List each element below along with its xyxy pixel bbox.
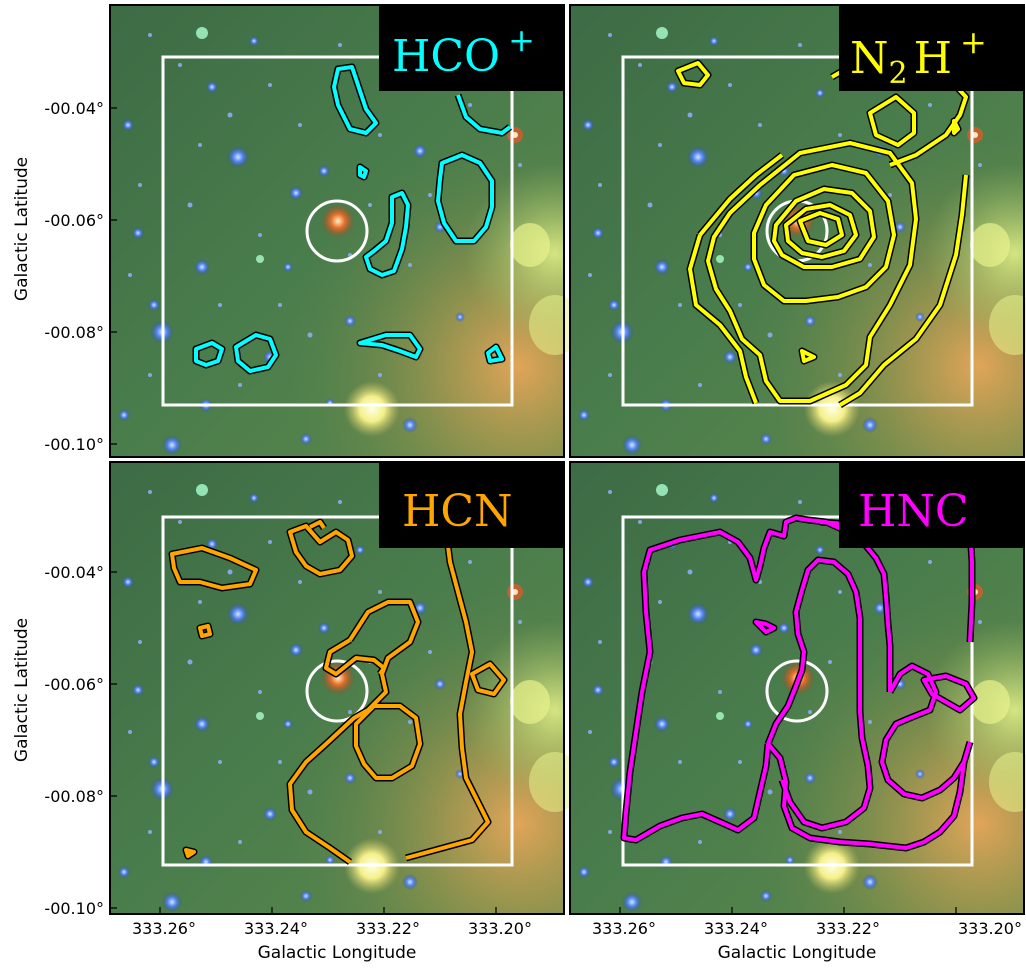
x-ticks-left: 333.26° 333.24° 333.22° 333.20° <box>132 919 532 938</box>
panel-n2h: N2 H + <box>569 4 1026 458</box>
panel-frame <box>569 461 1025 915</box>
label-box <box>379 462 564 548</box>
x-axis-label: Galactic Longitude <box>258 943 417 963</box>
contours-hnc <box>620 514 978 852</box>
molecule-label: HNC <box>858 486 969 537</box>
x-tick-label: 333.20° <box>468 919 532 938</box>
molecule-label: N2 H + <box>850 23 987 91</box>
y-tick-label: -00.04° <box>44 99 104 118</box>
source-circle <box>305 659 369 723</box>
panel-hco: HCO + <box>109 4 581 458</box>
panel-hcn: HCN <box>109 461 581 915</box>
region-box <box>161 515 514 867</box>
y-tick-label: -00.04° <box>44 563 104 582</box>
contours-n2h <box>674 51 970 409</box>
y-tick-label: -00.10° <box>44 899 104 918</box>
y-tick-label: -00.08° <box>44 787 104 806</box>
x-tick-label: 333.26° <box>132 919 196 938</box>
x-tick-label: 333.26° <box>592 919 656 938</box>
molecule-label: HCN <box>402 486 513 537</box>
x-tick-label: 333.22° <box>816 919 880 938</box>
source-circle <box>305 199 369 263</box>
y-ticks-top: -00.04° -00.06° -00.08° -00.10° <box>44 99 104 454</box>
region-box <box>621 55 974 407</box>
contours-hcn <box>168 518 508 865</box>
x-tick-label: 333.24° <box>244 919 308 938</box>
label-box <box>379 5 564 91</box>
molecule-label: HCO + <box>392 21 535 82</box>
y-tick-label: -00.06° <box>44 211 104 230</box>
x-ticks-right: 333.26° 333.24° 333.22° 333.20° <box>592 919 1022 938</box>
tick-marks <box>110 107 957 914</box>
panel-hnc: HNC <box>569 461 1026 915</box>
y-tick-label: -00.06° <box>44 675 104 694</box>
x-axis-label: Galactic Longitude <box>718 943 877 963</box>
y-tick-label: -00.08° <box>44 323 104 342</box>
panel-frame <box>569 4 1025 458</box>
region-box <box>161 55 514 407</box>
label-box <box>839 462 1024 548</box>
source-circle <box>765 659 829 723</box>
x-tick-label: 333.24° <box>704 919 768 938</box>
x-tick-label: 333.20° <box>958 919 1022 938</box>
contours-hco <box>192 63 513 375</box>
x-tick-label: 333.22° <box>356 919 420 938</box>
y-axis-label: Galactic Latitude <box>12 157 32 301</box>
y-ticks-bottom: -00.04° -00.06° -00.08° -00.10° <box>44 563 104 918</box>
label-box <box>839 5 1024 91</box>
panel-frame <box>109 4 565 458</box>
panel-frame <box>109 461 565 915</box>
y-tick-label: -00.10° <box>44 435 104 454</box>
y-axis-label: Galactic Latitude <box>12 618 32 762</box>
